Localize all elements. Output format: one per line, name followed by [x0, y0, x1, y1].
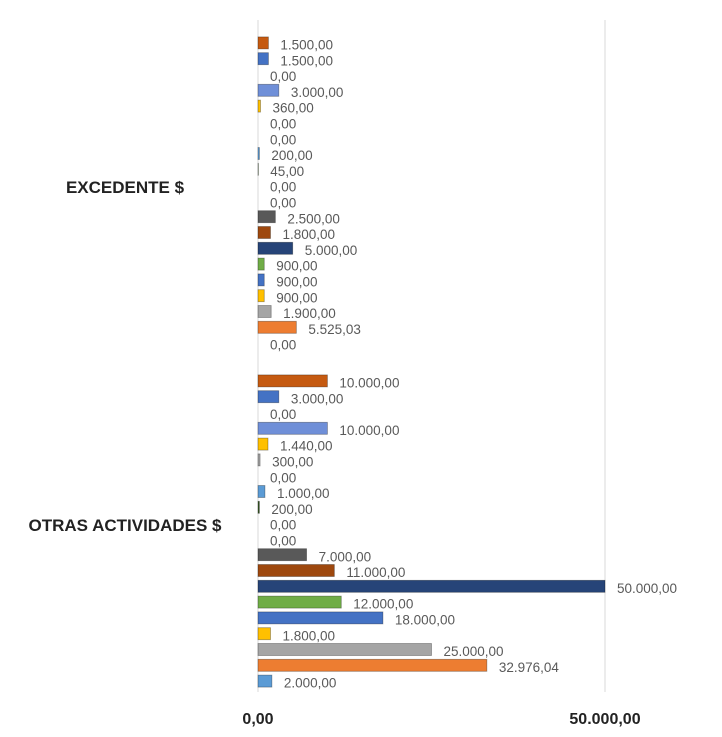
data-label: 1.500,00	[280, 53, 333, 68]
bar	[257, 437, 269, 451]
bar	[257, 147, 260, 160]
data-label: 200,00	[271, 148, 312, 163]
data-label: 11.000,00	[346, 565, 405, 580]
bar	[257, 289, 265, 303]
data-label: 200,00	[271, 502, 312, 517]
x-tick-label: 50.000,00	[569, 711, 640, 728]
bar	[257, 453, 261, 467]
data-label: 0,00	[270, 69, 296, 84]
bar	[257, 305, 272, 318]
bar	[257, 210, 276, 224]
bar	[257, 320, 297, 334]
data-label: 900,00	[276, 290, 317, 305]
bar	[257, 52, 269, 66]
data-label: 25.000,00	[444, 644, 504, 659]
bar	[257, 500, 260, 514]
data-label: 0,00	[270, 518, 296, 533]
data-label: 10.000,00	[339, 375, 399, 390]
data-label: 18.000,00	[395, 612, 455, 627]
bar	[257, 257, 265, 271]
data-label: 5.525,03	[308, 322, 361, 337]
data-label: 32.976,04	[499, 660, 560, 675]
data-label: 1.440,00	[280, 439, 333, 454]
data-label: 1.000,00	[277, 486, 330, 501]
data-label: 1.500,00	[280, 37, 333, 52]
data-label: 2.000,00	[284, 676, 337, 691]
bar	[257, 36, 269, 50]
data-label: 3.000,00	[291, 391, 344, 406]
bar	[257, 99, 261, 113]
bar	[257, 579, 606, 593]
data-label: 0,00	[270, 338, 296, 353]
data-label: 0,00	[270, 407, 296, 422]
data-label: 7.000,00	[319, 549, 372, 564]
bar	[257, 658, 488, 672]
data-label: 900,00	[276, 259, 317, 274]
data-label: 0,00	[270, 470, 296, 485]
data-label: 0,00	[270, 180, 296, 195]
bar	[257, 83, 280, 97]
bar	[257, 485, 266, 498]
data-label: 50.000,00	[617, 581, 677, 596]
data-label: 1.900,00	[283, 306, 336, 321]
bar	[257, 643, 432, 656]
bar	[257, 548, 307, 562]
bar	[257, 595, 342, 609]
data-label: 12.000,00	[353, 597, 413, 612]
data-label: 0,00	[270, 195, 296, 210]
data-label: 0,00	[270, 132, 296, 147]
bar	[257, 627, 271, 641]
category-label: OTRAS ACTIVIDADES $	[28, 516, 222, 535]
bar	[257, 226, 271, 239]
data-label: 1.800,00	[282, 628, 335, 643]
bar	[257, 374, 328, 388]
data-label: 360,00	[272, 101, 313, 116]
data-label: 3.000,00	[291, 85, 344, 100]
bar	[257, 273, 265, 287]
category-label: EXCEDENTE $	[65, 178, 185, 197]
data-label: 1.800,00	[282, 227, 335, 242]
bar	[257, 611, 384, 625]
bar	[257, 241, 294, 255]
data-label: 45,00	[270, 164, 304, 179]
data-label: 900,00	[276, 274, 317, 289]
data-label: 300,00	[272, 454, 313, 469]
bar	[257, 564, 335, 577]
bar	[257, 674, 273, 688]
data-label: 2.500,00	[287, 211, 340, 226]
data-label: 0,00	[270, 533, 296, 548]
data-label: 0,00	[270, 116, 296, 131]
x-tick-label: 0,00	[242, 711, 273, 728]
bar	[257, 390, 280, 404]
data-label: 10.000,00	[339, 423, 399, 438]
bar	[257, 421, 328, 435]
data-label: 5.000,00	[305, 243, 358, 258]
